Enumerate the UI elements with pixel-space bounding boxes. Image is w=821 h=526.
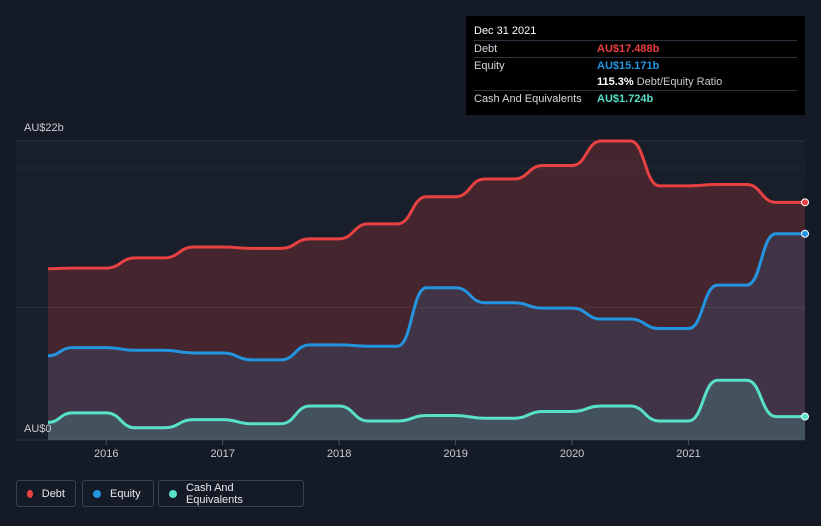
tooltip-equity-value: AU$15.171b <box>597 60 660 72</box>
equity-area <box>48 233 805 440</box>
legend-label-cash: Cash And Equivalents <box>185 481 243 506</box>
x-tick-label: 2017 <box>210 448 234 460</box>
grid-lines <box>16 140 805 441</box>
x-tick-label: 2020 <box>560 448 584 460</box>
tooltip-ratio-name: Debt/Equity Ratio <box>636 76 723 88</box>
legend-item-debt[interactable]: Debt <box>16 480 76 507</box>
cash-dot-icon <box>169 489 177 498</box>
x-axis: 2016 2017 2018 2019 2020 2021 <box>94 440 701 460</box>
x-tick-label: 2021 <box>676 448 700 460</box>
tooltip-debt-label: Debt <box>474 43 498 55</box>
cash-and-equivalents-area <box>48 380 805 440</box>
tooltip-panel: Dec 31 2021 Debt AU$17.488b Equity AU$15… <box>466 16 805 115</box>
tooltip-date: Dec 31 2021 <box>474 25 537 37</box>
tooltip-cash-value: AU$1.724b <box>597 93 654 105</box>
debt-line <box>47 139 805 271</box>
tooltip-row-equity: Equity AU$15.171b <box>474 57 797 74</box>
plot-background <box>16 141 805 440</box>
debt-endpoint <box>801 198 809 207</box>
series-areas <box>48 141 805 440</box>
y-axis-label-top: AU$22b <box>24 122 64 134</box>
tooltip-row-ratio: 115.3% Debt/Equity Ratio <box>474 74 797 90</box>
series-lines <box>47 139 805 430</box>
x-tick-label: 2019 <box>443 448 467 460</box>
series-endpoints <box>801 198 809 421</box>
cash-and-equivalents-line <box>47 378 805 430</box>
y-axis-label-bottom: AU$0 <box>24 423 52 435</box>
debt-dot-icon <box>27 489 33 498</box>
legend-label-debt: Debt <box>41 487 65 500</box>
y-axis: AU$22b AU$0 <box>24 122 64 435</box>
legend-label-equity: Equity <box>110 487 141 500</box>
legend-item-cash[interactable]: Cash And Equivalents <box>158 480 304 507</box>
equity-dot-icon <box>93 489 101 498</box>
legend-item-equity[interactable]: Equity <box>82 480 154 507</box>
tooltip-debt-value: AU$17.488b <box>597 43 660 55</box>
tooltip-cash-label: Cash And Equivalents <box>474 93 582 105</box>
tooltip-ratio-value: 115.3% <box>597 76 634 88</box>
tooltip-row-cash: Cash And Equivalents AU$1.724b <box>474 90 797 107</box>
tooltip-equity-label: Equity <box>474 60 505 72</box>
x-tick-label: 2018 <box>327 448 351 460</box>
equity-endpoint <box>801 229 809 238</box>
equity-line <box>47 232 805 362</box>
cash-and-equivalents-endpoint <box>801 412 809 421</box>
tooltip-row-debt: Debt AU$17.488b <box>474 40 797 57</box>
x-tick-label: 2016 <box>94 448 118 460</box>
debt-area <box>48 141 805 440</box>
